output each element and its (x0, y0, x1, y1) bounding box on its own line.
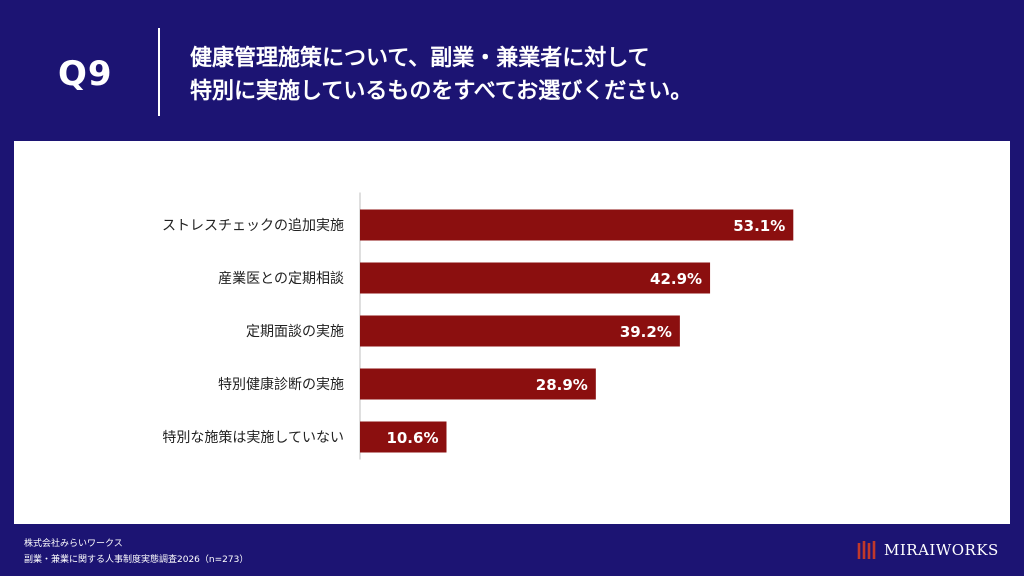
category-label: 産業医との定期相談 (218, 271, 344, 287)
footer-survey: 副業・兼業に関する人事制度実態調査2026（n=273） (24, 555, 249, 565)
category-label: 特別な施策は実施していない (162, 429, 344, 446)
data-label: 10.6% (386, 429, 438, 447)
question-text: 健康管理施策について、副業・兼業者に対して 特別に実施しているものをすべてお選び… (190, 42, 830, 108)
header-divider (158, 28, 160, 116)
bar (360, 262, 711, 294)
category-label: ストレスチェックの追加実施 (162, 218, 344, 234)
footer: 株式会社みらいワークス 副業・兼業に関する人事制度実態調査2026（n=273） (24, 536, 248, 568)
bar-chart: ストレスチェックの追加実施 53.1% 産業医との定期相談 42.9% 定期面談の実施 3… (162, 192, 794, 460)
question-number: Q9 (58, 54, 113, 94)
logo-text: MIRAIWORKS (884, 541, 999, 559)
question-line-2: 特別に実施しているものをすべてお選びください。 (190, 79, 693, 104)
bar (360, 368, 596, 400)
logo-mark-icon (857, 541, 876, 559)
company-logo: MIRAIWORKS (856, 538, 999, 562)
category-label: 定期面談の実施 (246, 324, 344, 340)
data-label: 39.2% (620, 323, 672, 341)
bar (360, 315, 680, 347)
bar (360, 421, 447, 453)
category-label: 特別健康診断の実施 (218, 376, 344, 393)
chart-panel: ストレスチェックの追加実施 53.1% 産業医との定期相談 42.9% 定期面談の実施 3… (14, 141, 1010, 524)
question-line-1: 健康管理施策について、副業・兼業者に対して (190, 46, 650, 71)
footer-company: 株式会社みらいワークス (24, 539, 123, 549)
data-label: 53.1% (733, 217, 785, 235)
data-label: 28.9% (536, 376, 588, 394)
bar (360, 209, 794, 241)
data-label: 42.9% (650, 270, 702, 288)
